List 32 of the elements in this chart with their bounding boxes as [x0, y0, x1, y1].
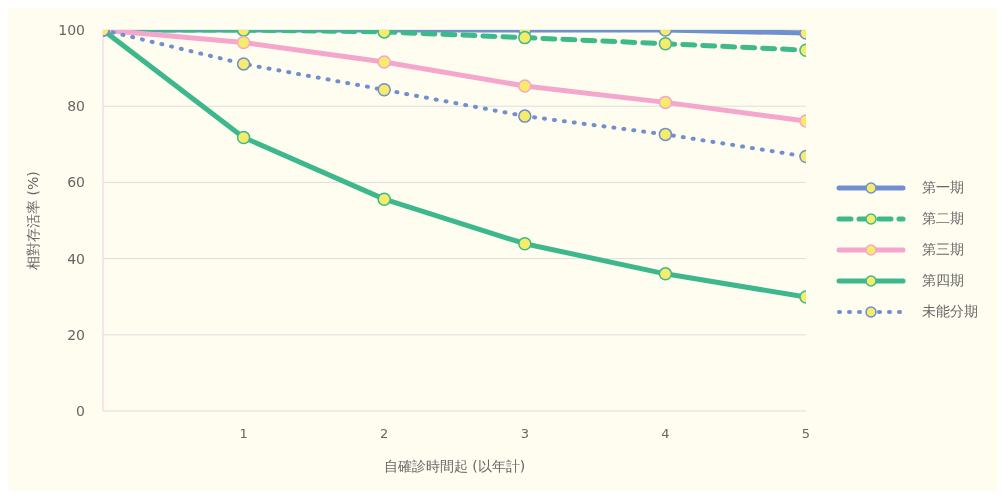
point [518, 30, 532, 45]
legend-label: 第三期 [922, 240, 964, 259]
y-axis-title: 相對存活率 (%) [24, 171, 41, 270]
y-tick-label: 0 [76, 402, 85, 419]
legend-label: 第四期 [922, 271, 964, 290]
point [377, 83, 391, 97]
point [236, 130, 251, 145]
y-tick-label: 80 [67, 98, 85, 115]
point [236, 57, 251, 71]
point [236, 35, 251, 50]
point [518, 236, 532, 251]
point [658, 36, 673, 51]
y-tick-label: 100 [58, 21, 85, 38]
legend-label: 第一期 [922, 178, 964, 197]
x-tick-label: 1 [239, 426, 248, 442]
x-tick-label: 3 [520, 426, 529, 442]
y-tick-label: 20 [67, 326, 85, 343]
point [518, 79, 532, 93]
legend-label: 未能分期 [922, 302, 978, 321]
point [518, 109, 532, 123]
y-tick-label: 40 [67, 250, 85, 267]
point [658, 95, 673, 110]
x-tick-label: 4 [661, 426, 670, 442]
x-axis-title: 自確診時間起 (以年計) [383, 458, 526, 474]
point [658, 267, 673, 281]
point [377, 192, 391, 206]
x-tick-label: 5 [801, 426, 811, 442]
y-tick-label: 60 [67, 174, 85, 191]
legend-label: 第二期 [922, 209, 964, 228]
point [377, 55, 391, 69]
x-tick-label: 2 [380, 426, 389, 442]
point [658, 127, 673, 142]
